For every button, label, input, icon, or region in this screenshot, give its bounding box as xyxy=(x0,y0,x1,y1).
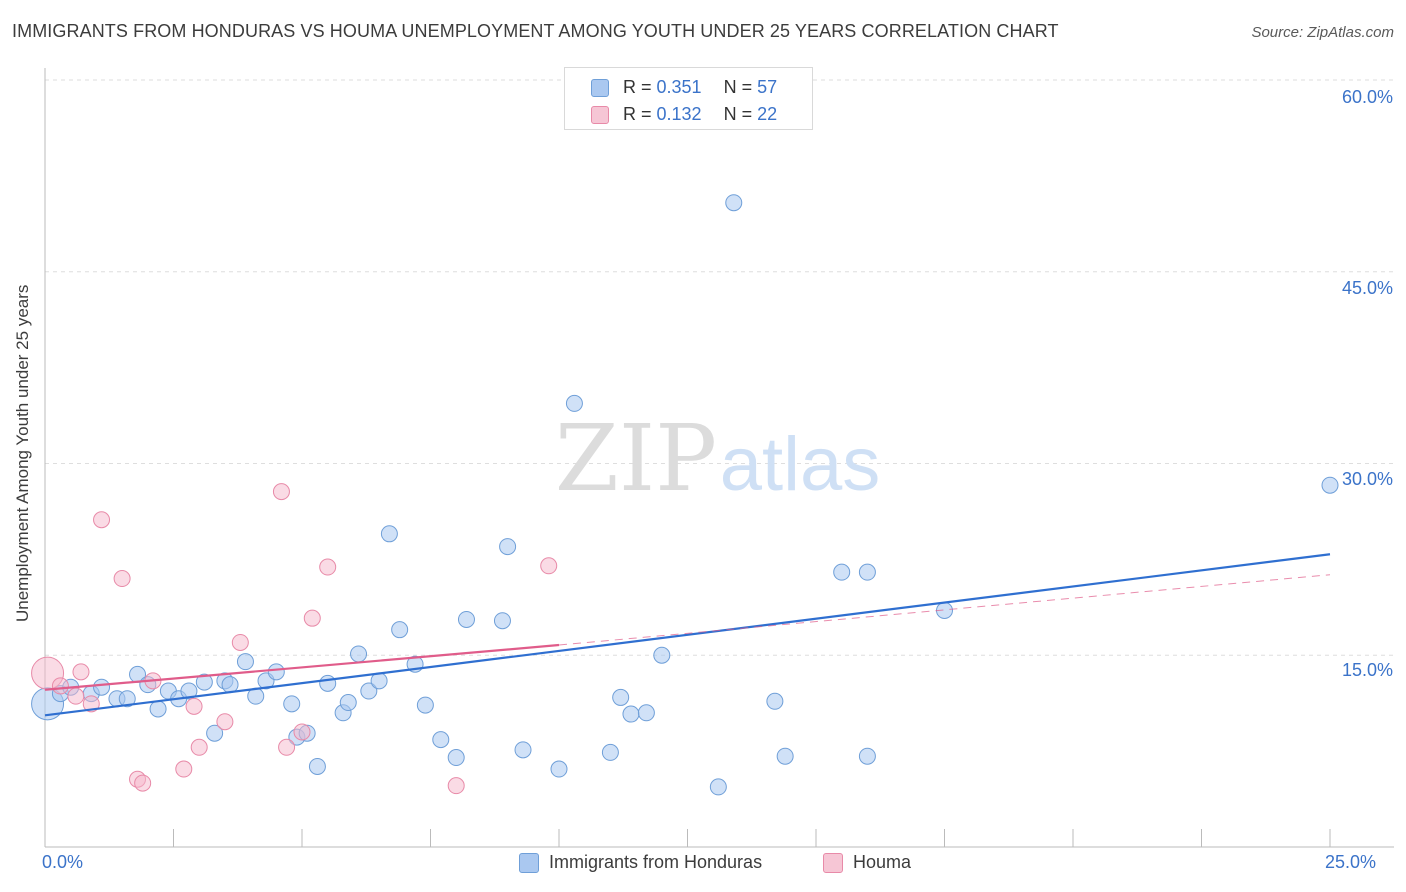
legend-n-label: N = xyxy=(723,77,758,97)
point-honduras xyxy=(416,696,434,714)
point-honduras xyxy=(180,682,198,700)
legend-n-label: N = xyxy=(723,104,758,124)
point-honduras xyxy=(776,747,794,765)
point-honduras xyxy=(499,538,517,556)
y-tick-label-60: 60.0% xyxy=(1341,87,1393,107)
point-honduras xyxy=(858,747,876,765)
point-houma xyxy=(93,511,111,529)
y-axis-label: Unemployment Among Youth under 25 years xyxy=(13,284,32,622)
point-honduras xyxy=(709,778,727,796)
point-honduras xyxy=(118,690,136,708)
point-houma xyxy=(319,558,337,576)
legend-item-houma: Houma xyxy=(823,852,911,873)
point-honduras xyxy=(93,678,111,696)
point-honduras xyxy=(858,563,876,581)
legend-swatch-blue xyxy=(591,78,609,97)
point-houma xyxy=(216,713,234,731)
legend-label-houma: Houma xyxy=(853,852,912,872)
watermark-atlas: atlas xyxy=(720,422,881,507)
point-houma xyxy=(113,570,131,588)
point-honduras xyxy=(236,653,254,671)
gridlines xyxy=(45,79,1394,656)
point-honduras xyxy=(766,692,784,710)
point-houma xyxy=(82,695,100,713)
point-honduras xyxy=(1321,476,1339,494)
point-houma xyxy=(293,723,311,741)
bottom-legend: Immigrants from Honduras Houma xyxy=(0,852,1406,876)
axes xyxy=(44,68,1394,848)
point-honduras xyxy=(380,525,398,543)
point-houma xyxy=(190,738,208,756)
legend-r-value: 0.351 xyxy=(656,77,702,97)
point-honduras xyxy=(653,646,671,664)
point-houma xyxy=(51,677,69,695)
point-houma xyxy=(278,738,296,756)
watermark: ZIP atlas xyxy=(555,405,880,512)
legend-box: R = 0.351 N = 57 R = 0.132 N = 22 xyxy=(564,67,813,130)
trendline-houma xyxy=(44,643,560,691)
x-tick-label-max: 25.0% xyxy=(1325,852,1377,872)
watermark-zip: ZIP xyxy=(555,405,717,512)
point-honduras xyxy=(391,621,409,639)
y-tick-label-15: 15.0% xyxy=(1341,660,1393,680)
point-honduras xyxy=(360,682,378,700)
point-honduras xyxy=(221,676,239,694)
point-houma xyxy=(185,697,203,715)
chart-title: IMMIGRANTS FROM HONDURAS VS HOUMA UNEMPL… xyxy=(12,21,1059,41)
point-honduras xyxy=(637,704,655,722)
trendline-houma-extension xyxy=(558,574,1331,646)
point-honduras xyxy=(350,645,368,663)
point-honduras xyxy=(565,394,583,412)
source-label: Source: ZipAtlas.com xyxy=(1251,24,1394,41)
y-tick-label-30: 30.0% xyxy=(1341,469,1393,489)
legend-r-label: R = xyxy=(623,77,657,97)
point-honduras xyxy=(601,743,619,761)
legend-item-honduras: Immigrants from Honduras xyxy=(519,852,762,873)
point-houma xyxy=(272,483,290,501)
data-points xyxy=(31,194,1339,796)
point-honduras xyxy=(267,663,285,681)
point-honduras xyxy=(319,674,337,692)
legend-label-honduras: Immigrants from Honduras xyxy=(549,852,763,872)
point-houma xyxy=(303,609,321,627)
point-houma xyxy=(72,663,90,681)
point-honduras xyxy=(457,610,475,628)
trendline-honduras xyxy=(44,553,1331,717)
legend-r-label: R = xyxy=(623,104,657,124)
y-tick-label-45: 45.0% xyxy=(1341,278,1393,298)
point-honduras xyxy=(550,760,568,778)
point-houma xyxy=(175,760,193,778)
legend-row-honduras: R = 0.351 N = 57 xyxy=(591,77,777,98)
point-honduras xyxy=(622,705,640,723)
point-honduras xyxy=(339,694,357,712)
x-tick-label-min: 0.0% xyxy=(42,852,84,872)
point-honduras xyxy=(725,194,743,212)
point-houma xyxy=(540,557,558,575)
point-honduras xyxy=(283,695,301,713)
point-honduras xyxy=(493,612,511,630)
legend-n-value: 57 xyxy=(757,77,778,97)
point-houma xyxy=(67,687,85,705)
point-honduras xyxy=(514,741,532,759)
legend-row-houma: R = 0.132 N = 22 xyxy=(591,104,777,125)
trend-lines xyxy=(44,553,1331,717)
legend-r-value: 0.132 xyxy=(656,104,702,124)
point-honduras xyxy=(833,563,851,581)
legend-n-value: 22 xyxy=(757,104,778,124)
legend-swatch-pink xyxy=(823,852,843,873)
point-honduras xyxy=(432,731,450,749)
point-houma xyxy=(231,633,249,651)
legend-swatch-pink xyxy=(591,105,609,124)
point-honduras xyxy=(206,724,224,742)
point-houma xyxy=(134,774,152,792)
legend-swatch-blue xyxy=(519,852,539,873)
point-honduras xyxy=(447,749,465,767)
point-honduras xyxy=(149,700,167,718)
point-honduras xyxy=(195,673,213,691)
point-honduras xyxy=(308,757,326,775)
point-honduras xyxy=(612,688,630,706)
point-houma xyxy=(447,777,465,795)
